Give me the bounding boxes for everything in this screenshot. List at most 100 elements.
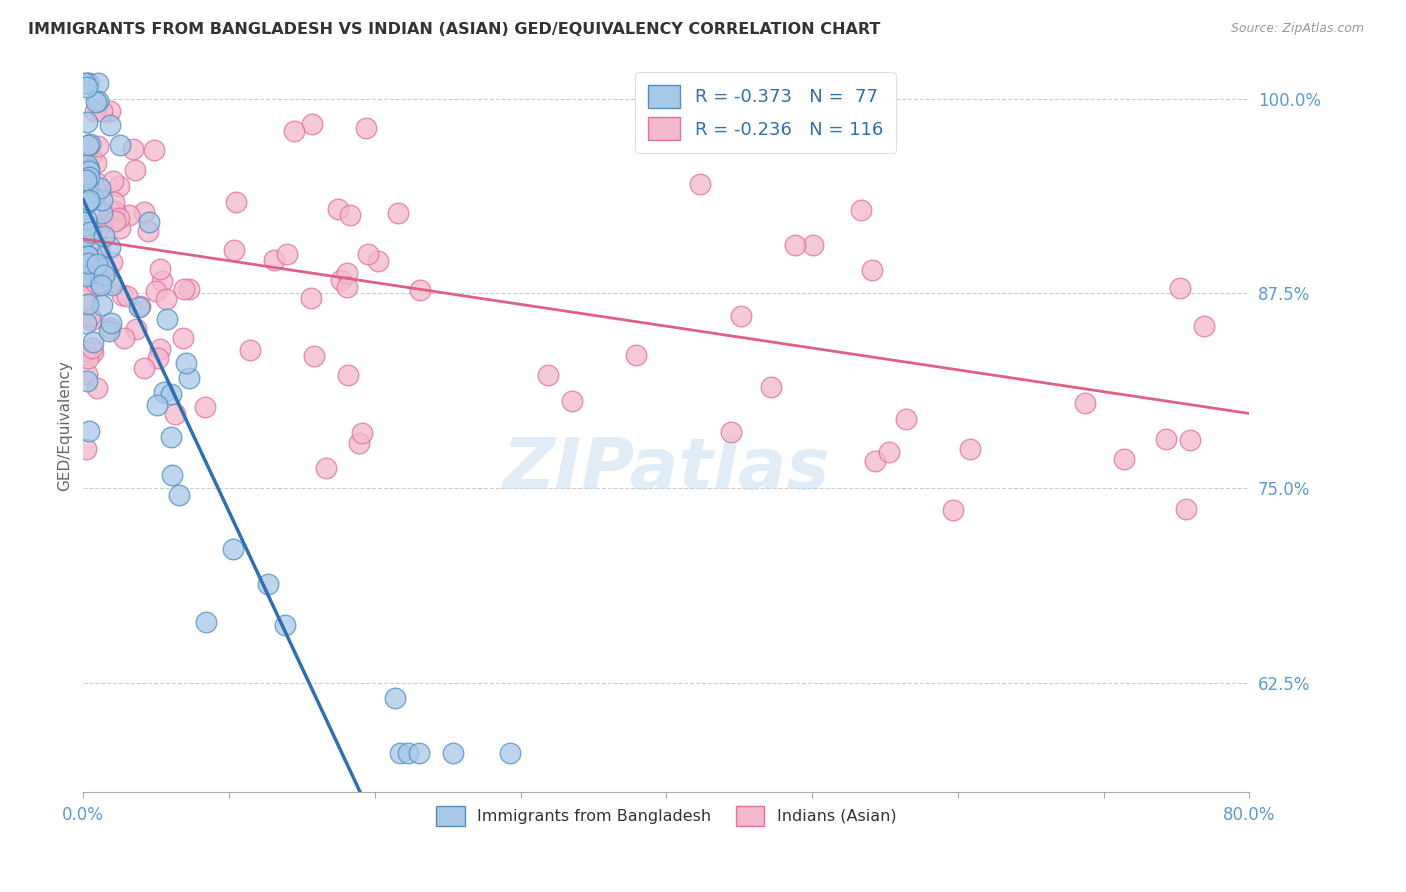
Point <box>77 219 100 233</box>
Point <box>194 615 217 630</box>
Point <box>77 268 100 282</box>
Point <box>76 186 98 201</box>
Y-axis label: GED/Equivalency: GED/Equivalency <box>58 360 72 491</box>
Point <box>104 214 127 228</box>
Point <box>93 268 115 283</box>
Point <box>143 143 166 157</box>
Point <box>89 181 111 195</box>
Point <box>354 121 377 136</box>
Point <box>91 298 114 312</box>
Point <box>87 95 110 109</box>
Point <box>863 454 886 468</box>
Point <box>174 356 197 370</box>
Point <box>77 193 100 207</box>
Point <box>80 149 103 163</box>
Point <box>76 178 98 192</box>
Point <box>76 194 98 209</box>
Point <box>111 288 134 302</box>
Point <box>76 179 98 194</box>
Point <box>90 193 112 207</box>
Point <box>877 445 900 459</box>
Point <box>330 273 353 287</box>
Point <box>89 275 111 289</box>
Point <box>177 282 200 296</box>
Point <box>239 343 262 358</box>
Point <box>263 252 285 267</box>
Point <box>77 169 100 184</box>
Point <box>349 435 371 450</box>
Point <box>89 243 111 257</box>
Point <box>274 618 297 632</box>
Point <box>167 488 190 502</box>
Point <box>759 380 782 394</box>
Point <box>86 257 108 271</box>
Point <box>149 342 172 356</box>
Point <box>339 208 361 222</box>
Point <box>1154 433 1177 447</box>
Point <box>76 158 98 172</box>
Point <box>77 249 100 263</box>
Point <box>77 219 100 234</box>
Point <box>79 309 101 323</box>
Point <box>136 224 159 238</box>
Legend: Immigrants from Bangladesh, Indians (Asian): Immigrants from Bangladesh, Indians (Asi… <box>426 796 907 836</box>
Point <box>84 95 107 109</box>
Point <box>108 221 131 235</box>
Point <box>894 412 917 426</box>
Point <box>75 222 97 236</box>
Point <box>173 282 195 296</box>
Point <box>942 502 965 516</box>
Point <box>128 300 150 314</box>
Point <box>222 542 245 557</box>
Point <box>408 747 430 761</box>
Point <box>959 442 981 456</box>
Point <box>77 297 100 311</box>
Point <box>75 344 97 359</box>
Text: IMMIGRANTS FROM BANGLADESH VS INDIAN (ASIAN) GED/EQUIVALENCY CORRELATION CHART: IMMIGRANTS FROM BANGLADESH VS INDIAN (AS… <box>28 22 880 37</box>
Point <box>283 124 305 138</box>
Point <box>77 138 100 153</box>
Point <box>149 261 172 276</box>
Point <box>100 316 122 330</box>
Point <box>1114 451 1136 466</box>
Point <box>75 442 97 456</box>
Point <box>301 291 323 305</box>
Point <box>624 348 647 362</box>
Point <box>82 335 104 350</box>
Point <box>336 368 359 383</box>
Point <box>96 214 118 228</box>
Point <box>1168 281 1191 295</box>
Point <box>138 215 160 229</box>
Point <box>75 248 97 262</box>
Point <box>86 380 108 394</box>
Point <box>115 289 138 303</box>
Point <box>77 161 100 176</box>
Point <box>134 361 156 376</box>
Point <box>163 408 186 422</box>
Point <box>87 277 110 292</box>
Point <box>79 225 101 239</box>
Point <box>75 173 97 187</box>
Point <box>1074 396 1097 410</box>
Point <box>177 371 200 385</box>
Point <box>720 425 742 439</box>
Point <box>80 262 103 277</box>
Point <box>75 194 97 209</box>
Point <box>93 229 115 244</box>
Point <box>124 163 146 178</box>
Point <box>441 747 464 761</box>
Point <box>689 177 711 191</box>
Point <box>108 138 131 153</box>
Point <box>101 278 124 293</box>
Point <box>730 310 752 324</box>
Point <box>125 322 148 336</box>
Point <box>134 205 156 219</box>
Point <box>76 114 98 128</box>
Point <box>350 425 373 440</box>
Point <box>77 164 100 178</box>
Point <box>98 202 121 217</box>
Point <box>112 331 135 345</box>
Point <box>76 367 98 381</box>
Point <box>73 277 96 292</box>
Point <box>77 256 100 270</box>
